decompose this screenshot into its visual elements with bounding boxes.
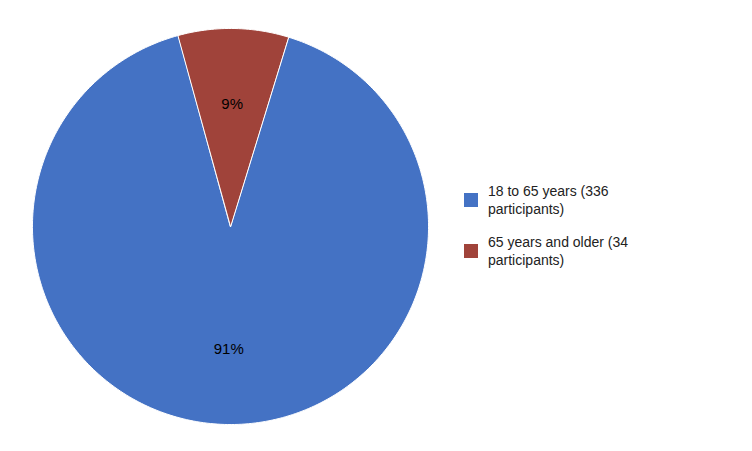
html-text:65 years and older (34 partici: 65 years and older (34 participants) [488,233,629,268]
svg-text:91%: 91% [214,340,244,357]
html-text:18 to 65 years (336 participan: 18 to 65 years (336 participants) [488,183,609,218]
svg-text:9%: 9% [221,94,243,111]
